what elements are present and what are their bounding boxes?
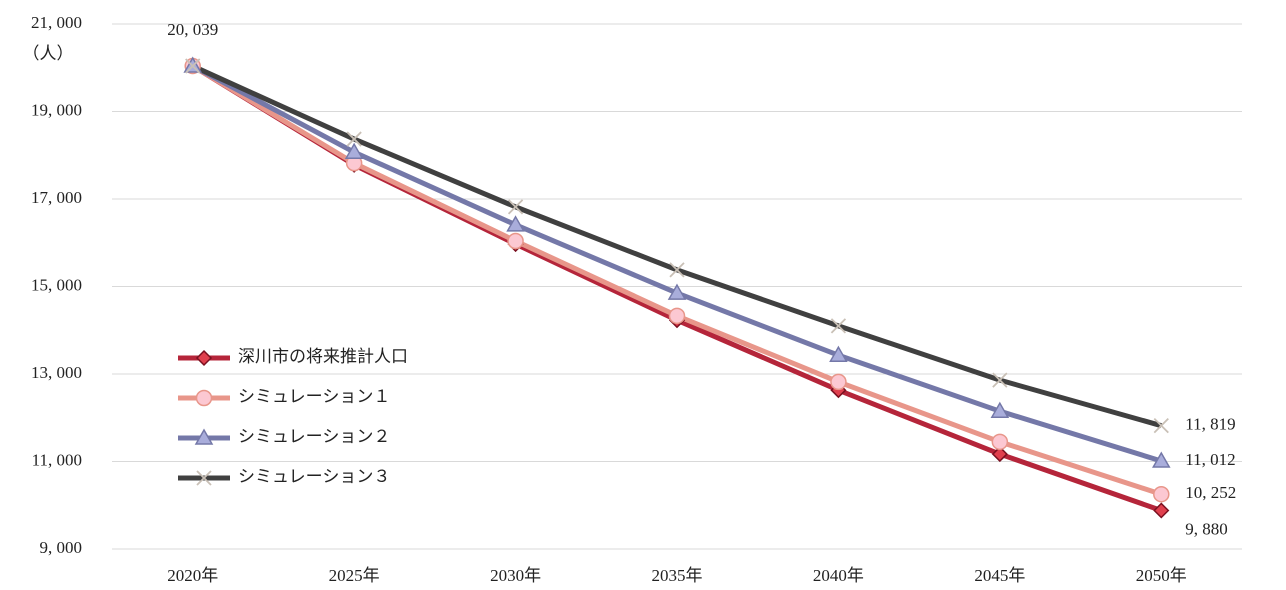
legend-label: シミュレーション３ xyxy=(238,467,390,486)
x-tick-label: 2045年 xyxy=(974,566,1025,585)
legend-label: シミュレーション１ xyxy=(238,387,390,406)
marker xyxy=(185,58,201,74)
marker xyxy=(507,199,524,215)
marker xyxy=(1153,502,1170,519)
marker xyxy=(196,470,212,486)
legend-label: 深川市の将来推計人口 xyxy=(238,347,408,366)
marker xyxy=(1151,451,1171,468)
x-tick-label: 2025年 xyxy=(329,566,380,585)
y-tick-label: 9, 000 xyxy=(40,538,83,557)
marker xyxy=(830,373,847,391)
data-label: 11, 819 xyxy=(1185,415,1235,434)
y-tick-label: 11, 000 xyxy=(32,450,82,469)
x-tick-label: 2020年 xyxy=(167,566,218,585)
marker xyxy=(507,232,524,250)
x-tick-label: 2050年 xyxy=(1136,566,1187,585)
line xyxy=(191,63,1162,429)
marker xyxy=(195,389,213,407)
y-tick-label: 17, 000 xyxy=(31,188,82,207)
marker xyxy=(991,433,1009,451)
y-tick-label: 19, 000 xyxy=(31,100,82,119)
y-tick-label: 13, 000 xyxy=(31,363,82,382)
marker xyxy=(992,372,1008,388)
marker xyxy=(195,349,213,367)
marker xyxy=(830,318,847,334)
marker xyxy=(506,215,525,232)
marker xyxy=(194,428,214,445)
marker xyxy=(667,283,687,300)
marker xyxy=(990,401,1010,418)
data-label: 11, 012 xyxy=(1185,450,1235,469)
data-label: 9, 880 xyxy=(1185,519,1228,538)
marker xyxy=(1153,418,1169,434)
x-tick-label: 2030年 xyxy=(490,566,541,585)
marker xyxy=(344,142,364,159)
data-label: 10, 252 xyxy=(1185,483,1236,502)
legend-label: シミュレーション２ xyxy=(238,427,390,446)
x-tick-label: 2040年 xyxy=(813,566,864,585)
marker xyxy=(668,307,686,325)
x-tick-label: 2035年 xyxy=(652,566,703,585)
y-tick-label: 21, 000 xyxy=(31,13,82,32)
y-unit: （人） xyxy=(23,44,74,63)
marker xyxy=(829,345,848,362)
marker xyxy=(346,131,362,147)
y-tick-label: 15, 000 xyxy=(31,275,82,294)
marker xyxy=(669,262,685,278)
marker xyxy=(991,446,1008,463)
marker xyxy=(1153,485,1170,503)
data-label: 20, 039 xyxy=(167,20,218,39)
